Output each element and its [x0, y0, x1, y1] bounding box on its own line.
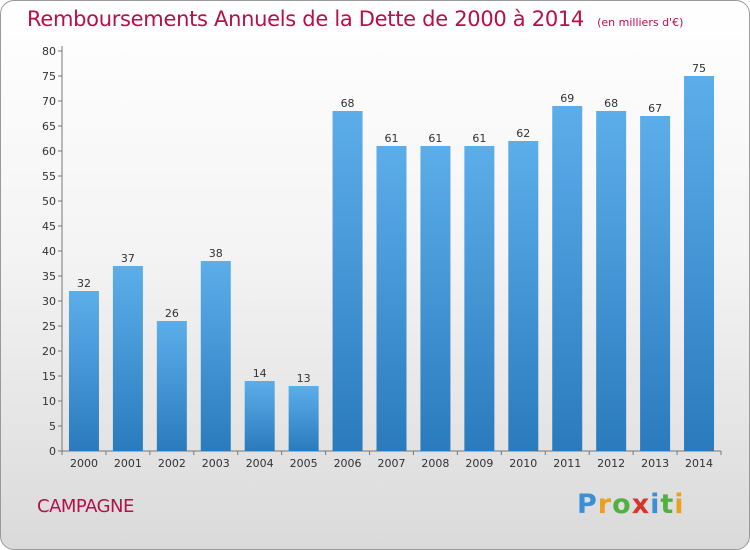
- y-tick-label: 60: [42, 145, 56, 158]
- value-label-2005: 13: [297, 372, 311, 385]
- x-tick-label-2009: 2009: [465, 457, 493, 470]
- bar-2012: [596, 111, 627, 451]
- value-label-2006: 68: [341, 97, 355, 110]
- value-label-2012: 68: [604, 97, 618, 110]
- y-tick-label: 45: [42, 220, 56, 233]
- bar-2004: [244, 381, 275, 451]
- y-tick-label: 15: [42, 370, 56, 383]
- bar-2008: [420, 146, 451, 451]
- bar-2014: [684, 76, 715, 451]
- y-tick-label: 30: [42, 295, 56, 308]
- axes: 0 5 10 15 20 25 30 35 40 45 50 55 60 65 70 75 80 2000 2001…: [42, 45, 722, 470]
- bar-2011: [552, 106, 583, 451]
- logo-letter: o: [612, 489, 632, 520]
- y-tick-label: 50: [42, 195, 56, 208]
- bar-2000: [68, 291, 99, 451]
- y-tick-label: 10: [42, 395, 56, 408]
- title-row: Remboursements Annuels de la Dette de 20…: [27, 7, 683, 31]
- bar-2001: [112, 266, 143, 451]
- y-tick-label: 40: [42, 245, 56, 258]
- logo-letter: t: [660, 489, 675, 520]
- y-tick-label: 75: [42, 70, 56, 83]
- value-label-2008: 61: [428, 132, 442, 145]
- bar-2005: [288, 386, 319, 451]
- y-tick-label: 80: [42, 45, 56, 58]
- x-tick-label-2007: 2007: [378, 457, 406, 470]
- y-tick-label: 25: [42, 320, 56, 333]
- x-tick-label-2001: 2001: [114, 457, 142, 470]
- bar-2013: [640, 116, 671, 451]
- value-label-2014: 75: [692, 62, 706, 75]
- chart-subtitle: (en milliers d'€): [597, 16, 684, 29]
- x-tick-label-2004: 2004: [246, 457, 274, 470]
- bar-2003: [200, 261, 231, 451]
- bar-2002: [156, 321, 187, 451]
- logo-letter: x: [631, 489, 651, 520]
- value-label-2004: 14: [253, 367, 267, 380]
- x-tick-label-2011: 2011: [553, 457, 581, 470]
- y-tick-label: 70: [42, 95, 56, 108]
- x-tick-label-2008: 2008: [421, 457, 449, 470]
- y-tick-label: 20: [42, 345, 56, 358]
- value-label-2010: 62: [516, 127, 530, 140]
- logo-letter: r: [597, 489, 613, 520]
- y-tick-label: 65: [42, 120, 56, 133]
- value-label-2001: 37: [121, 252, 135, 265]
- x-tick-label-2014: 2014: [685, 457, 713, 470]
- bar-2007: [376, 146, 407, 451]
- y-tick-label: 55: [42, 170, 56, 183]
- x-tick-label-2006: 2006: [334, 457, 362, 470]
- x-tick-label-2010: 2010: [509, 457, 537, 470]
- value-label-2000: 32: [77, 277, 91, 290]
- value-label-2007: 61: [385, 132, 399, 145]
- value-label-2002: 26: [165, 307, 179, 320]
- bar-2009: [464, 146, 495, 451]
- commune-name: CAMPAGNE: [37, 496, 134, 517]
- proxiti-logo: Proxiti: [577, 489, 685, 520]
- value-label-2003: 38: [209, 247, 223, 260]
- bar-2010: [508, 141, 539, 451]
- bar-2006: [332, 111, 363, 451]
- x-tick-label-2013: 2013: [641, 457, 669, 470]
- value-label-2009: 61: [472, 132, 486, 145]
- logo-letter: i: [674, 489, 685, 520]
- value-label-2013: 67: [648, 102, 662, 115]
- chart-title: Remboursements Annuels de la Dette de 20…: [27, 7, 584, 31]
- logo-letter: P: [577, 489, 598, 520]
- x-tick-label-2003: 2003: [202, 457, 230, 470]
- y-tick-label: 5: [49, 420, 56, 433]
- bars: 32 37 26 38 14 13 68 61 61 61 62 69 68 67 75: [68, 62, 715, 451]
- x-tick-label-2002: 2002: [158, 457, 186, 470]
- x-tick-label-2000: 2000: [70, 457, 98, 470]
- y-tick-label: 35: [42, 270, 56, 283]
- value-label-2011: 69: [560, 92, 574, 105]
- x-tick-label-2012: 2012: [597, 457, 625, 470]
- x-tick-label-2005: 2005: [290, 457, 318, 470]
- logo-letter: i: [650, 489, 661, 520]
- y-tick-label: 0: [49, 445, 56, 458]
